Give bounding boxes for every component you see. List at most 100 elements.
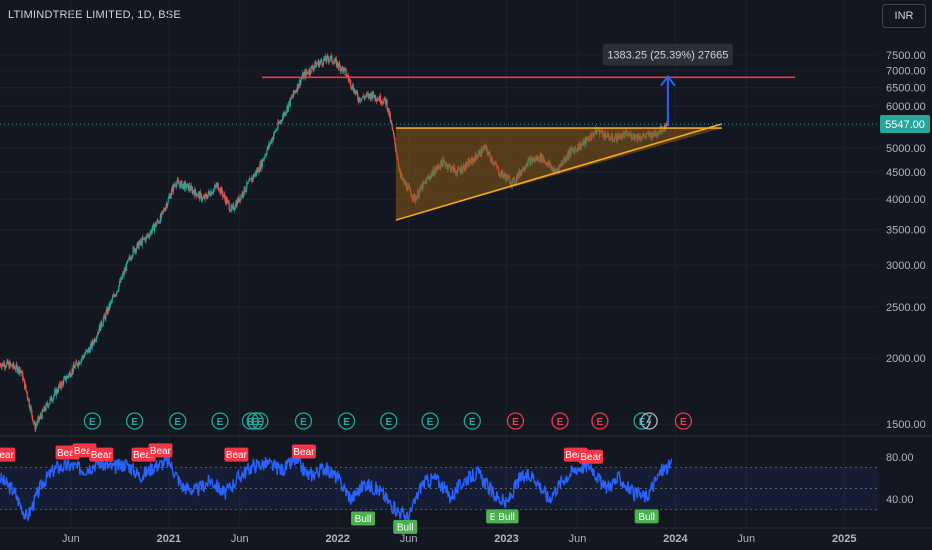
candle-body <box>31 409 33 416</box>
candle-body <box>344 68 346 70</box>
candle-body <box>277 122 279 129</box>
candle-body <box>381 101 384 103</box>
candle-body <box>168 195 171 197</box>
candle-body <box>394 143 397 150</box>
candle-body <box>361 98 363 101</box>
candle-body <box>48 404 50 407</box>
candle-body <box>135 249 137 252</box>
candle-body <box>41 409 43 419</box>
candle-body <box>179 184 181 188</box>
candle-body <box>72 364 74 373</box>
candle-body <box>276 129 278 131</box>
earnings-icon <box>380 412 398 430</box>
candle-body <box>153 226 156 231</box>
candle-body <box>372 91 375 96</box>
signal-label: Bull <box>355 514 372 525</box>
candle-body <box>223 194 225 196</box>
candle-body <box>198 192 200 194</box>
candle-body <box>83 355 86 358</box>
earnings-label: E <box>256 417 263 428</box>
earnings-icon <box>591 412 609 430</box>
candle-body <box>207 194 209 199</box>
candle-body <box>392 131 395 136</box>
candle-body <box>77 365 79 367</box>
candle-body <box>259 164 261 172</box>
candle-body <box>185 182 187 189</box>
candle-body <box>237 199 239 203</box>
candle-body <box>92 340 94 344</box>
candle-body <box>93 338 95 344</box>
candle-body <box>204 194 206 200</box>
dividend-bolt-icon <box>646 414 652 429</box>
candle-body <box>231 206 233 209</box>
candle-body <box>107 307 109 315</box>
candle-body <box>387 108 389 111</box>
candle-body <box>61 382 63 388</box>
candle-body <box>213 187 215 189</box>
time-tick-label: Jun <box>400 533 418 545</box>
candle-body <box>298 85 300 89</box>
candle-body <box>249 178 251 180</box>
candle-body <box>82 355 84 357</box>
candle-body <box>266 146 269 151</box>
candle-body <box>385 99 387 105</box>
candle-body <box>128 256 130 259</box>
currency-button[interactable]: INR <box>882 4 926 28</box>
price-axis: 1500.00 2000.00 2500.00 3000.00 3500.00 4000.… <box>880 50 930 431</box>
triangle-fill <box>395 128 722 221</box>
candle-body <box>272 138 274 140</box>
candle-body <box>278 122 280 124</box>
candle-body <box>46 403 49 406</box>
candle-body <box>293 90 295 93</box>
candle-body <box>76 362 78 366</box>
candle-body <box>220 188 222 194</box>
candle-body <box>69 372 71 377</box>
candle-body <box>349 79 351 81</box>
candle-body <box>302 73 304 79</box>
indicator-pane: 80.0040.00BearBearBearBearBearBearBearBe… <box>0 443 914 534</box>
candle-body <box>268 143 270 148</box>
candle-body <box>68 372 71 374</box>
candle-body <box>279 120 282 123</box>
candle-body <box>149 233 151 237</box>
candle-body <box>361 97 363 99</box>
candle-body <box>33 421 35 424</box>
candle-body <box>174 184 176 186</box>
candle-body <box>392 129 394 132</box>
candle-body <box>79 362 82 364</box>
candle-body <box>665 123 667 130</box>
candle-body <box>151 229 153 234</box>
earnings-label: E <box>247 417 254 428</box>
candle-body <box>317 60 319 64</box>
candle-body <box>260 160 262 170</box>
candle-body <box>137 242 139 249</box>
candle-body <box>66 376 69 377</box>
candle-body <box>152 224 154 226</box>
candle-body <box>303 71 306 74</box>
candle-body <box>88 348 90 350</box>
candle-body <box>352 85 354 89</box>
candle-body <box>109 303 111 307</box>
candle-body <box>175 185 177 187</box>
candle-body <box>0 366 2 368</box>
indicator-tick-label: 40.00 <box>886 494 914 506</box>
candle-body <box>64 376 67 381</box>
candle-body <box>62 382 64 386</box>
candle-body <box>59 382 61 388</box>
candle-body <box>217 183 219 190</box>
earnings-label: E <box>131 417 138 428</box>
candle-body <box>60 387 62 388</box>
candle-body <box>163 209 165 211</box>
candle-body <box>315 63 317 68</box>
candle-body <box>225 197 227 203</box>
candle-body <box>100 321 102 331</box>
candle-body <box>103 315 106 317</box>
measure-label: 1383.25 (25.39%) 27665 <box>607 50 728 62</box>
candle-body <box>154 223 156 227</box>
candle-body <box>300 80 302 85</box>
candle-body <box>328 60 330 62</box>
candle-body <box>200 192 202 194</box>
earnings-label: E <box>385 417 392 428</box>
candle-body <box>268 143 271 146</box>
